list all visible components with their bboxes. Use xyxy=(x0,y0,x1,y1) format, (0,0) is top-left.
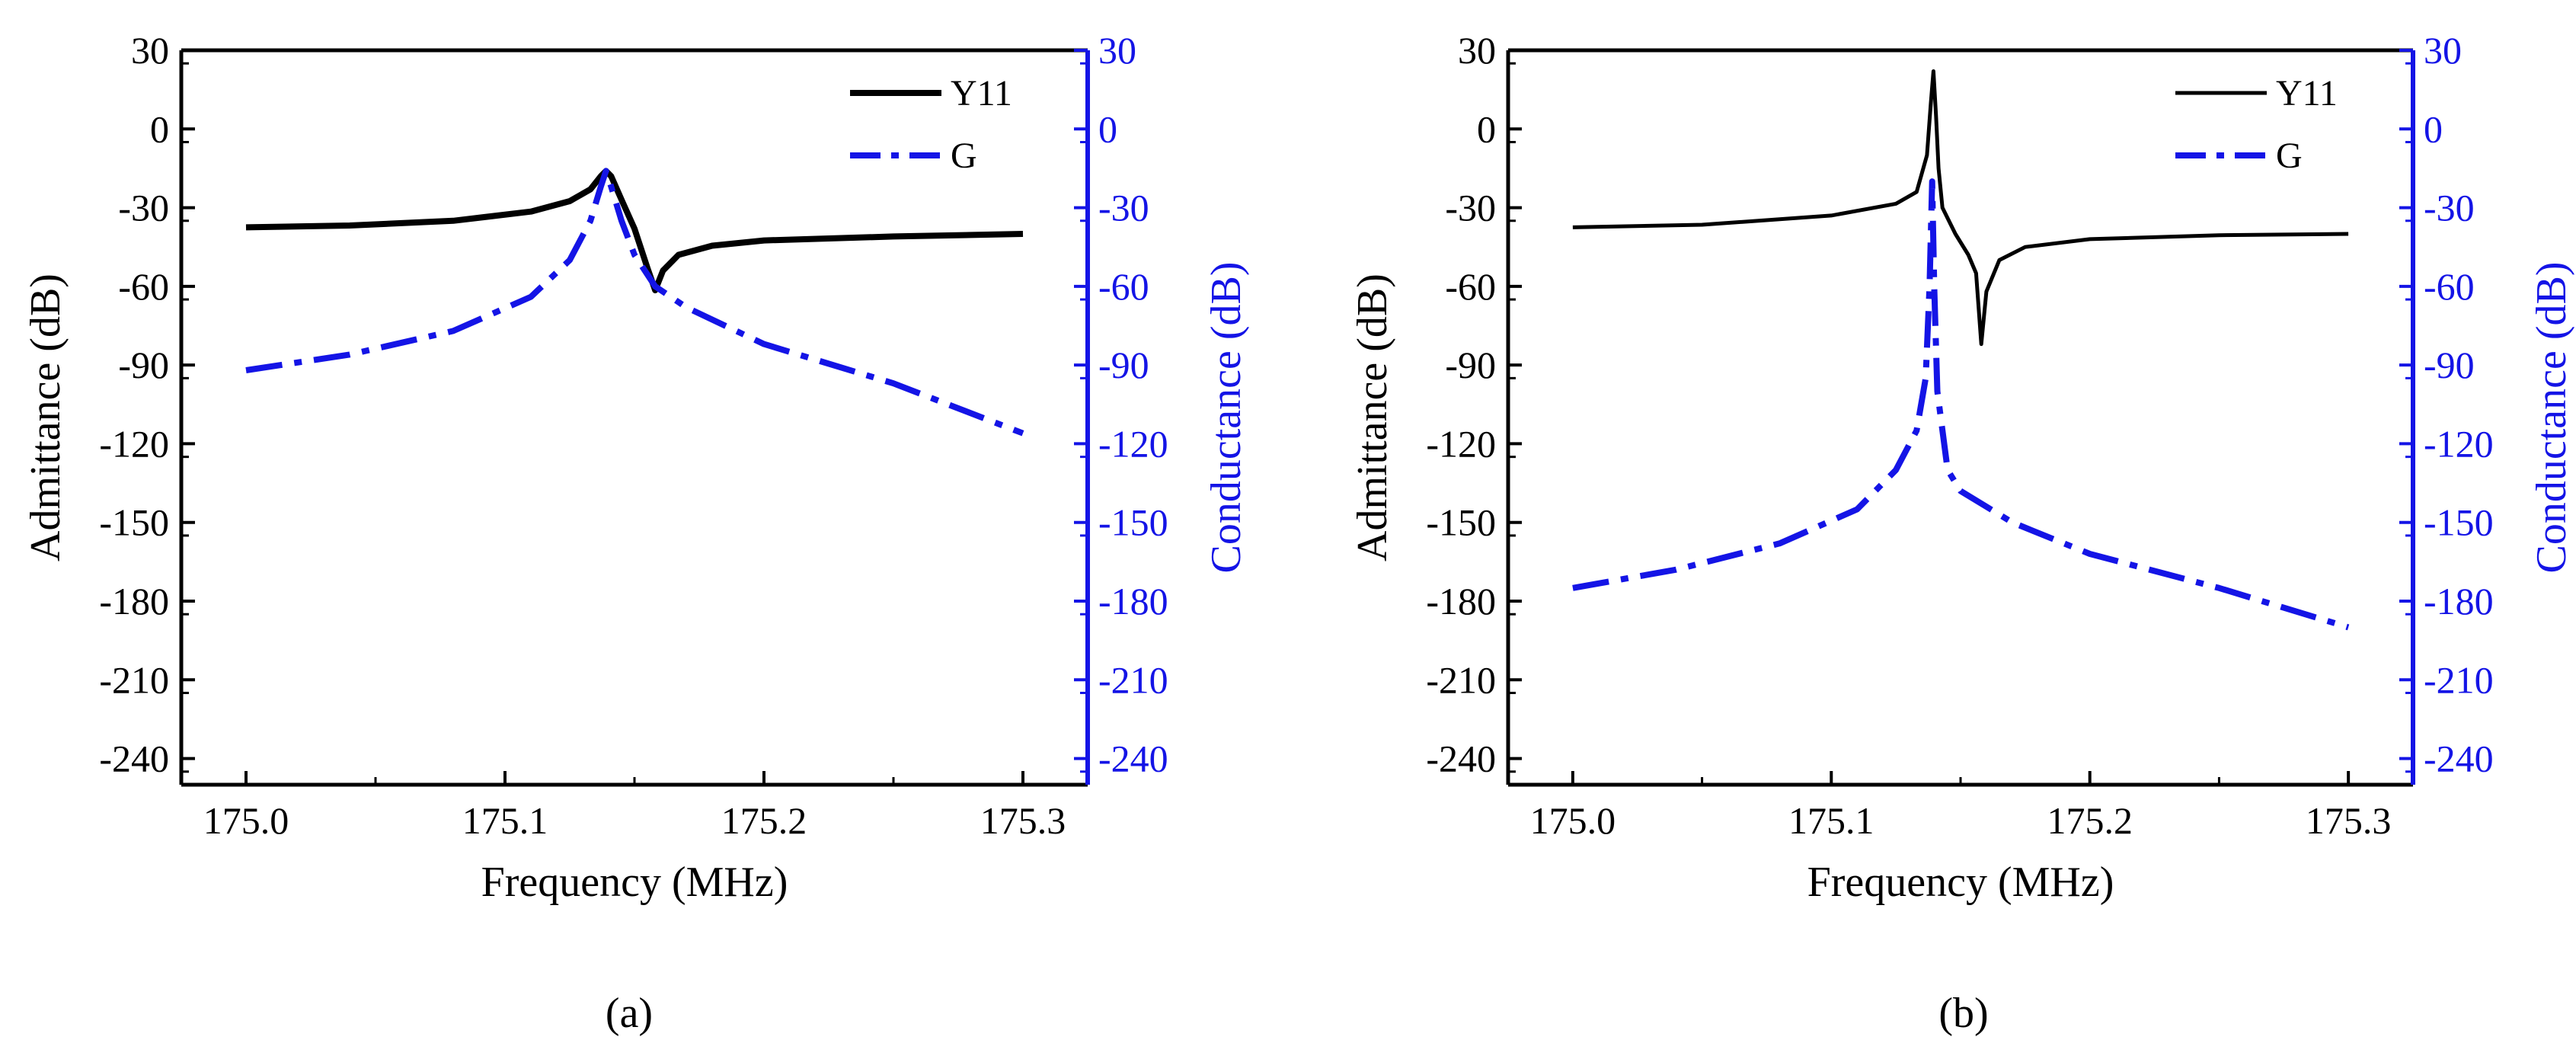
x-tick-label: 175.2 xyxy=(2047,799,2133,842)
y-tick-label: -120 xyxy=(1426,422,1496,465)
series-g-line xyxy=(245,168,1024,437)
y2-tick-label: -180 xyxy=(1098,580,1168,622)
x-tick-label: 175.1 xyxy=(1788,799,1874,842)
legend-label-y11: Y11 xyxy=(951,73,1012,114)
y-tick-label: -150 xyxy=(99,501,169,544)
y-tick-label: -180 xyxy=(99,580,169,622)
y-tick-label: 0 xyxy=(150,107,169,150)
y2-axis-title: Conductance (dB) xyxy=(1203,262,1250,574)
x-tick-label: 175.2 xyxy=(721,799,807,842)
legend-label-g: G xyxy=(951,136,977,176)
x-tick-label: 175.3 xyxy=(980,799,1066,842)
y-tick-label: -30 xyxy=(118,187,169,229)
y2-tick-label: 0 xyxy=(1098,107,1117,150)
y2-tick-label: -180 xyxy=(2424,580,2494,622)
x-axis-title: Frequency (MHz) xyxy=(1807,859,2114,906)
y-tick-label: 30 xyxy=(131,29,169,72)
y2-tick-label: -30 xyxy=(1098,187,1149,229)
x-tick-label: 175.0 xyxy=(1530,799,1616,842)
y2-tick-label: -240 xyxy=(1098,737,1168,780)
y-axis-title: Admittance (dB) xyxy=(1349,274,1396,561)
legend-label-g: G xyxy=(2276,136,2303,176)
x-axis-title: Frequency (MHz) xyxy=(481,859,788,906)
y-axis-title: Admittance (dB) xyxy=(22,274,69,561)
x-tick-label: 175.3 xyxy=(2306,799,2392,842)
y-tick-label: -180 xyxy=(1426,580,1496,622)
y2-tick-label: -120 xyxy=(2424,422,2494,465)
y2-tick-label: -240 xyxy=(2424,737,2494,780)
y2-tick-label: -60 xyxy=(2424,265,2475,308)
series-y11-line xyxy=(245,168,1024,293)
legend-label-y11: Y11 xyxy=(2276,73,2338,114)
x-tick-label: 175.1 xyxy=(462,799,548,842)
series-y11-line xyxy=(1572,69,2349,347)
y-tick-label: -240 xyxy=(99,737,169,780)
y2-tick-label: -120 xyxy=(1098,422,1168,465)
y-tick-label: -90 xyxy=(118,344,169,386)
y-tick-label: -120 xyxy=(99,422,169,465)
y2-tick-label: -90 xyxy=(1098,344,1149,386)
y-tick-label: -150 xyxy=(1426,501,1496,544)
y-tick-label: -90 xyxy=(1445,344,1496,386)
series-g-line xyxy=(1572,178,2350,631)
y-tick-label: -60 xyxy=(118,265,169,308)
y2-tick-label: -30 xyxy=(2424,187,2475,229)
y2-tick-label: 30 xyxy=(1098,29,1136,72)
y2-tick-label: -210 xyxy=(2424,658,2494,701)
y2-tick-label: 0 xyxy=(2424,107,2443,150)
y-tick-label: -210 xyxy=(99,658,169,701)
y2-tick-label: 30 xyxy=(2424,29,2462,72)
y2-axis-title: Conductance (dB) xyxy=(2528,262,2575,574)
y-tick-label: -30 xyxy=(1445,187,1496,229)
y2-tick-label: -90 xyxy=(2424,344,2475,386)
figure-caption: (a) xyxy=(606,990,653,1037)
y-tick-label: -210 xyxy=(1426,658,1496,701)
y2-tick-label: -150 xyxy=(2424,501,2494,544)
y-tick-label: 30 xyxy=(1458,29,1496,72)
y-tick-label: -240 xyxy=(1426,737,1496,780)
chart-a: 30 0 -30 -60 -90 -120 -150 -180 -210 -240 30 0 -30 -6… xyxy=(22,29,1250,1037)
y2-tick-label: -60 xyxy=(1098,265,1149,308)
x-tick-label: 175.0 xyxy=(203,799,289,842)
y-tick-label: -60 xyxy=(1445,265,1496,308)
y2-tick-label: -150 xyxy=(1098,501,1168,544)
y2-tick-label: -210 xyxy=(1098,658,1168,701)
figure-caption: (b) xyxy=(1938,990,1988,1037)
y-tick-label: 0 xyxy=(1477,107,1496,150)
chart-b: 30 0 -30 -60 -90 -120 -150 -180 -210 -240 30 0 -30 -6… xyxy=(1349,29,2575,1037)
